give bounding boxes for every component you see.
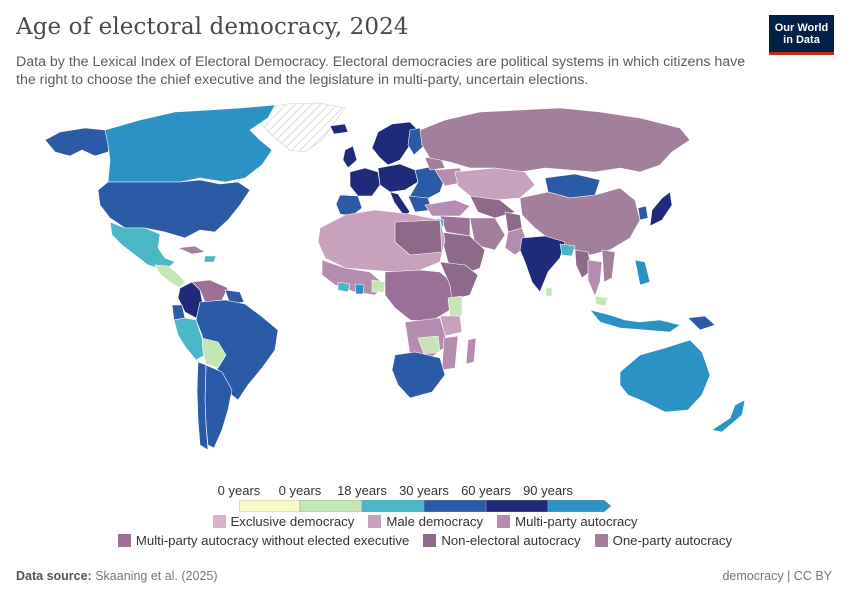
canada[interactable]: [104, 104, 276, 183]
data-source-value[interactable]: Skaaning et al. (2025): [95, 569, 218, 583]
legend-label: 18 years: [337, 483, 387, 498]
egypt-libya[interactable]: [394, 219, 443, 256]
ghana[interactable]: [354, 283, 365, 295]
central-europe[interactable]: [377, 163, 419, 193]
legend-bin-6[interactable]: [547, 500, 612, 512]
legend-color-bar: [239, 500, 612, 512]
swatch: [497, 515, 511, 528]
owid-logo[interactable]: Our World in Data: [769, 15, 834, 55]
legend-category-one-party-autocracy[interactable]: One-party autocracy: [594, 533, 733, 548]
legend-bin-1[interactable]: [239, 500, 301, 512]
central-africa[interactable]: [384, 269, 456, 323]
chart-title: Age of electoral democracy, 2024: [16, 14, 409, 40]
caribbean[interactable]: [203, 255, 217, 263]
legend-category-label: Non-electoral autocracy: [441, 533, 581, 548]
turkey[interactable]: [424, 199, 471, 217]
madagascar[interactable]: [465, 337, 477, 365]
data-source-label: Data source:: [16, 569, 92, 583]
zambia[interactable]: [417, 335, 441, 355]
swatch: [368, 515, 382, 528]
legend-bin-4[interactable]: [423, 500, 487, 512]
legend-category-label: One-party autocracy: [612, 533, 733, 548]
philippines[interactable]: [634, 259, 651, 286]
chile[interactable]: [196, 361, 209, 451]
vietnam-laos[interactable]: [601, 249, 616, 283]
data-source: Data source: Skaaning et al. (2025): [16, 569, 218, 583]
footer-license[interactable]: democracy | CC BY: [722, 569, 832, 583]
russia[interactable]: [419, 107, 691, 173]
swatch: [594, 534, 608, 547]
logo-line-2: in Data: [783, 33, 820, 46]
bolivia[interactable]: [201, 337, 227, 369]
united-kingdom[interactable]: [342, 145, 358, 169]
iceland[interactable]: [329, 123, 349, 135]
legend-bin-3[interactable]: [361, 500, 425, 512]
west-africa[interactable]: [321, 259, 386, 296]
central-asia[interactable]: [469, 195, 516, 219]
legend-label: 0 years: [278, 483, 322, 498]
nepal-bangladesh[interactable]: [559, 243, 576, 257]
swatch: [423, 534, 437, 547]
legend-label: 0 years: [217, 483, 261, 498]
guianas[interactable]: [224, 289, 245, 305]
france[interactable]: [349, 167, 381, 197]
legend-category-label: Male democracy: [386, 514, 484, 529]
legend-category-label: Multi-party autocracy without elected ex…: [135, 533, 410, 548]
sri-lanka[interactable]: [545, 287, 553, 297]
legend-category-exclusive-democracy[interactable]: Exclusive democracy: [212, 514, 355, 529]
india[interactable]: [519, 235, 566, 293]
east-africa[interactable]: [439, 261, 479, 301]
south-korea[interactable]: [637, 205, 649, 221]
new-zealand[interactable]: [711, 399, 746, 433]
legend-scale-labels: 0 years 0 years 18 years 30 years 60 yea…: [0, 483, 850, 499]
legend-categories-row-1: Exclusive democracy Male democracy Multi…: [0, 514, 850, 529]
legend-label: 60 years: [461, 483, 511, 498]
south-africa[interactable]: [391, 351, 446, 399]
kenya[interactable]: [447, 295, 463, 317]
legend-label: 30 years: [399, 483, 449, 498]
swatch: [117, 534, 131, 547]
central-america[interactable]: [154, 264, 186, 289]
alaska[interactable]: [44, 127, 113, 157]
legend-bin-2[interactable]: [299, 500, 363, 512]
mexico[interactable]: [109, 221, 176, 271]
united-states[interactable]: [97, 179, 251, 239]
malaysia[interactable]: [594, 295, 609, 307]
iraq-syria[interactable]: [439, 215, 471, 237]
legend-category-label: Multi-party autocracy: [515, 514, 638, 529]
australia[interactable]: [619, 339, 711, 413]
legend-categories-row-2: Multi-party autocracy without elected ex…: [0, 533, 850, 548]
cuba[interactable]: [177, 245, 206, 255]
legend-category-non-electoral-autocracy[interactable]: Non-electoral autocracy: [423, 533, 581, 548]
japan[interactable]: [649, 191, 673, 227]
indonesia[interactable]: [589, 309, 681, 333]
legend-category-multi-party-autocracy-without-executive[interactable]: Multi-party autocracy without elected ex…: [117, 533, 410, 548]
legend-category-label: Exclusive democracy: [230, 514, 355, 529]
greenland[interactable]: [254, 102, 346, 153]
nigeria[interactable]: [371, 279, 386, 293]
chart-subtitle: Data by the Lexical Index of Electoral D…: [16, 54, 746, 88]
papua-new-guinea[interactable]: [687, 315, 716, 331]
legend-category-male-democracy[interactable]: Male democracy: [368, 514, 483, 529]
west-africa-democracies[interactable]: [337, 281, 351, 293]
logo-line-1: Our World: [774, 21, 829, 34]
legend-bin-5[interactable]: [485, 500, 549, 512]
swatch: [212, 515, 226, 528]
thailand[interactable]: [587, 259, 603, 297]
legend-label: 90 years: [523, 483, 573, 498]
mozambique[interactable]: [441, 335, 459, 371]
world-map: [44, 102, 746, 451]
legend-category-multi-party-autocracy[interactable]: Multi-party autocracy: [497, 514, 638, 529]
kazakhstan[interactable]: [454, 167, 536, 201]
